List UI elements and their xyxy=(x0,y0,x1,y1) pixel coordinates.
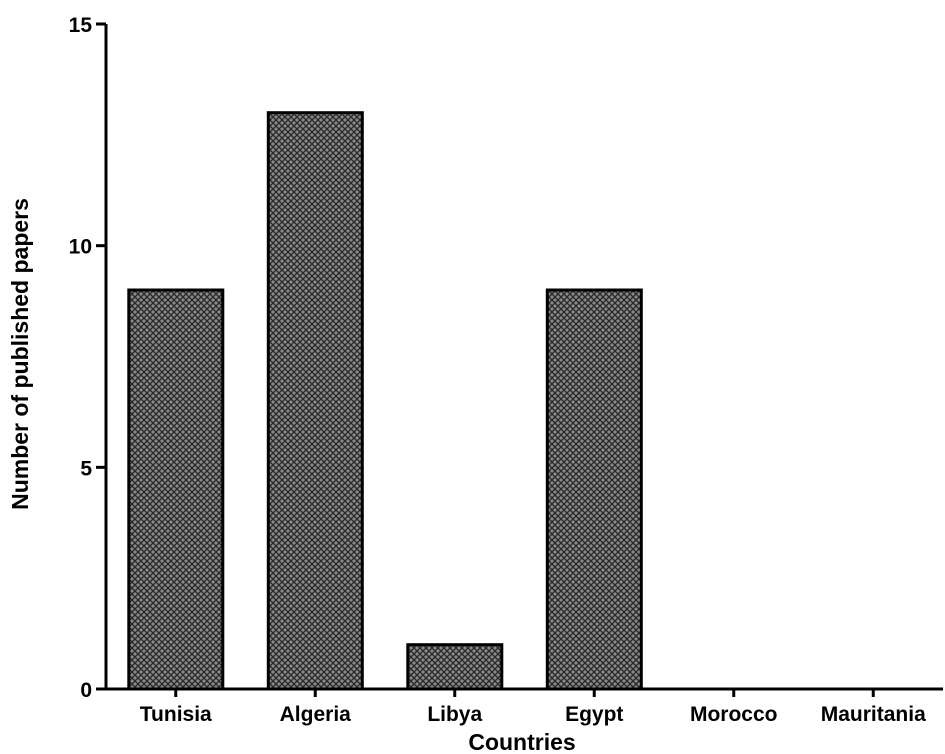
bars xyxy=(127,111,643,691)
x-axis-title: Countries xyxy=(468,729,575,754)
bar-algeria xyxy=(266,111,364,691)
x-tick-label: Morocco xyxy=(690,703,778,726)
y-tick-label: 15 xyxy=(69,14,93,37)
x-tick-label: Algeria xyxy=(280,703,352,726)
y-ticks: 0 5 10 15 xyxy=(69,14,106,702)
x-ticks: Tunisia Algeria Libya Egypt Morocco Mauritani… xyxy=(140,689,926,726)
x-tick-label: Mauritania xyxy=(821,703,926,726)
bar-egypt xyxy=(545,288,643,691)
y-axis-title: Number of published papers xyxy=(7,198,33,510)
bar-libya xyxy=(406,643,504,691)
x-tick-label: Egypt xyxy=(565,703,623,726)
y-tick-label: 5 xyxy=(80,457,92,480)
x-tick-label: Tunisia xyxy=(140,703,212,726)
y-tick-label: 0 xyxy=(80,679,92,702)
y-tick-label: 10 xyxy=(69,236,92,259)
bar-tunisia xyxy=(127,288,225,691)
x-tick-label: Libya xyxy=(427,703,482,726)
